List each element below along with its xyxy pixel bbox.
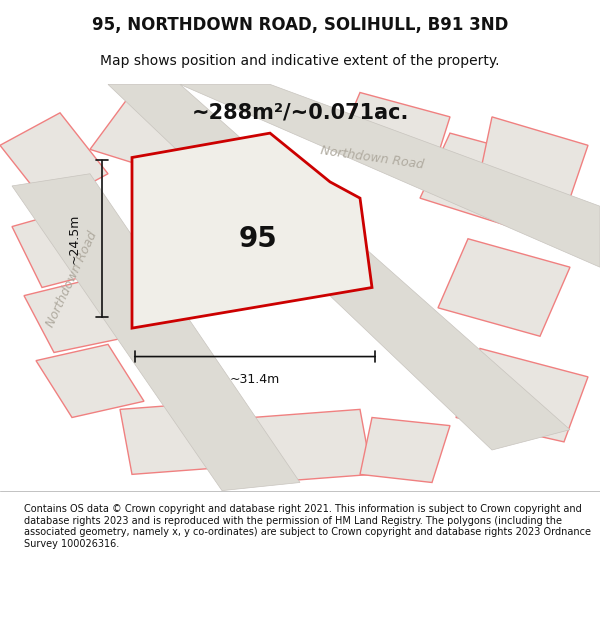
Polygon shape	[24, 279, 132, 352]
Polygon shape	[12, 206, 120, 288]
Text: ~24.5m: ~24.5m	[68, 214, 81, 264]
Text: 95: 95	[239, 225, 277, 253]
Polygon shape	[120, 401, 240, 474]
Polygon shape	[420, 133, 540, 226]
Polygon shape	[456, 349, 588, 442]
Polygon shape	[132, 133, 372, 328]
Polygon shape	[438, 239, 570, 336]
Text: ~288m²/~0.071ac.: ~288m²/~0.071ac.	[191, 102, 409, 122]
Polygon shape	[180, 84, 600, 268]
Polygon shape	[252, 409, 372, 482]
Polygon shape	[90, 92, 210, 174]
Text: Contains OS data © Crown copyright and database right 2021. This information is : Contains OS data © Crown copyright and d…	[24, 504, 591, 549]
Text: Northdown Road: Northdown Road	[319, 144, 425, 171]
Text: Northdown Road: Northdown Road	[44, 229, 100, 329]
Polygon shape	[360, 418, 450, 482]
Polygon shape	[36, 344, 144, 418]
Text: Map shows position and indicative extent of the property.: Map shows position and indicative extent…	[100, 54, 500, 68]
Polygon shape	[336, 92, 450, 174]
Polygon shape	[480, 117, 588, 198]
Polygon shape	[108, 84, 570, 450]
Polygon shape	[12, 174, 300, 491]
Text: 95, NORTHDOWN ROAD, SOLIHULL, B91 3ND: 95, NORTHDOWN ROAD, SOLIHULL, B91 3ND	[92, 16, 508, 34]
Text: ~31.4m: ~31.4m	[230, 372, 280, 386]
Polygon shape	[0, 112, 108, 206]
